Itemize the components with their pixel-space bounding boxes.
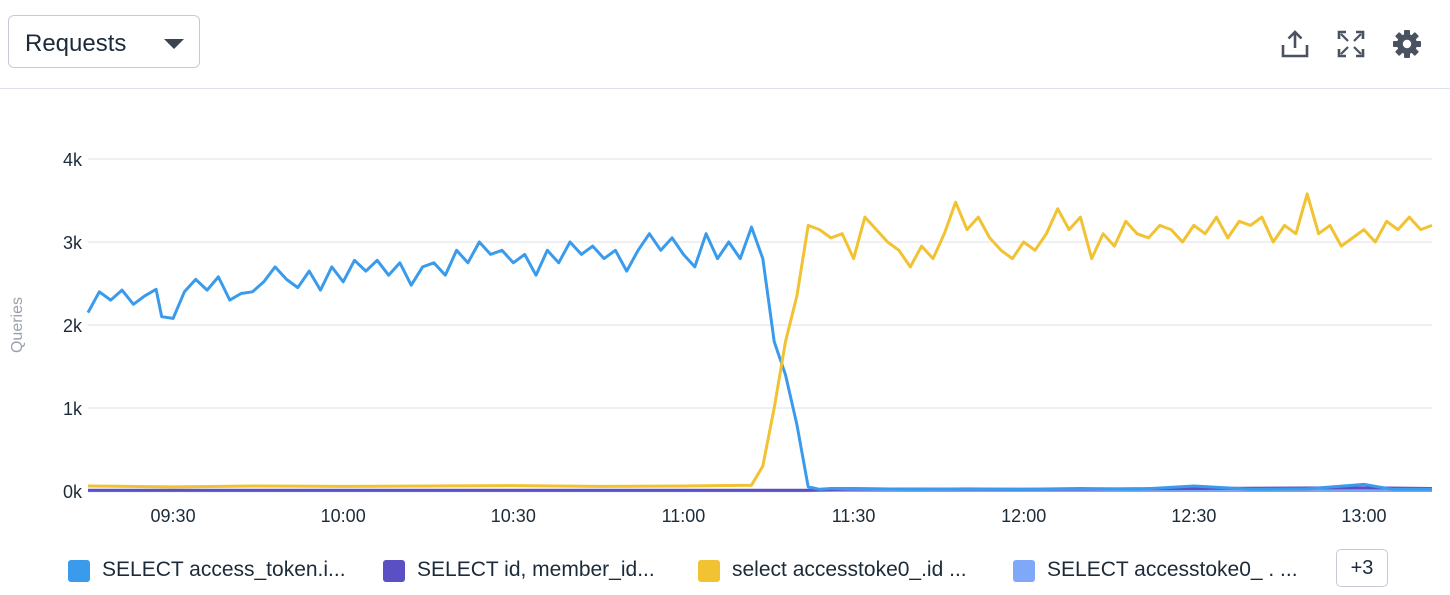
gear-icon[interactable] [1391,28,1423,60]
chevron-down-icon [164,39,184,49]
x-tick-label: 12:00 [1001,506,1046,526]
legend-swatch [698,560,720,582]
y-tick-label: 2k [63,316,83,336]
y-axis-ticks: 0k 1k 2k 3k 4k [63,150,83,502]
chart-svg: 0k 1k 2k 3k 4k 09:30 10:00 10:30 11:00 11:30 12:0… [9,150,1433,526]
y-tick-label: 3k [63,233,83,253]
export-icon[interactable] [1279,28,1311,60]
y-tick-label: 4k [63,150,83,170]
legend-swatch [1013,560,1035,582]
more-series-button[interactable]: +3 [1336,549,1388,587]
chart-legend: SELECT access_token.i... SELECT id, memb… [0,548,1450,592]
legend-swatch [383,560,405,582]
queries-chart: 0k 1k 2k 3k 4k 09:30 10:00 10:30 11:00 11:30 12:0… [0,95,1450,535]
x-tick-label: 13:00 [1341,506,1386,526]
x-tick-label: 12:30 [1171,506,1216,526]
series-line[interactable] [86,225,1432,491]
legend-swatch [68,560,90,582]
legend-label: SELECT accesstoke0_ . ... [1047,558,1298,581]
y-tick-label: 0k [63,482,83,502]
x-axis-ticks: 09:30 10:00 10:30 11:00 11:30 12:00 12:30 13:00 [151,506,1387,526]
x-tick-label: 11:00 [662,506,706,526]
legend-label: SELECT access_token.i... [102,558,346,581]
widget-toolbar: Requests [0,0,1450,89]
y-tick-label: 1k [63,399,83,419]
legend-label: SELECT id, member_id... [417,558,655,581]
x-tick-label: 10:30 [491,506,536,526]
metric-select[interactable]: Requests [8,15,200,68]
legend-label: select accesstoke0_.id ... [732,558,967,581]
x-tick-label: 11:30 [832,506,876,526]
series-line[interactable] [87,192,1433,489]
expand-icon[interactable] [1335,28,1367,60]
metric-select-label: Requests [25,30,127,57]
x-tick-label: 09:30 [151,506,196,526]
y-axis-label: Queries [9,297,26,353]
chart-gridlines [88,158,1432,492]
series-lines [86,192,1433,493]
x-tick-label: 10:00 [321,506,366,526]
